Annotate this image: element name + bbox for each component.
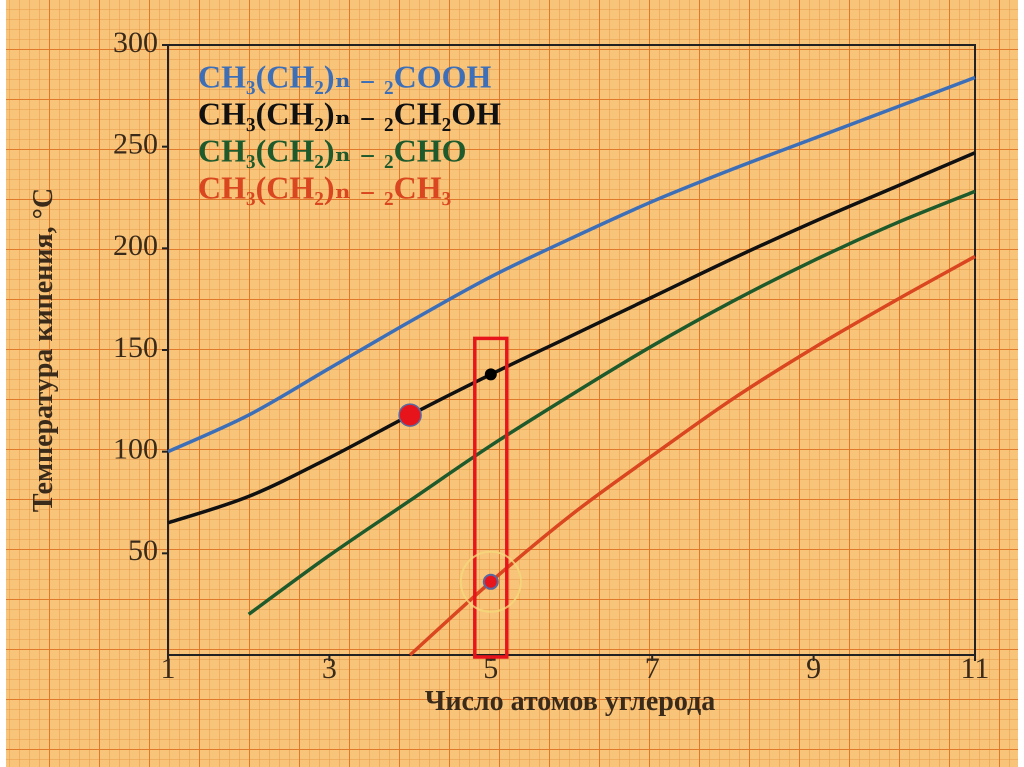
highlight-halo xyxy=(459,550,522,613)
y-axis-title: Температура кипения, °С xyxy=(28,188,59,512)
series-line xyxy=(167,75,976,454)
x-axis-title: Число атомов углерода xyxy=(425,686,715,717)
legend-entry: CH₃(CH₂)ₙ ₋ ₂CHO xyxy=(198,132,466,168)
x-tick-label: 7 xyxy=(645,652,660,685)
x-tick-label: 5 xyxy=(483,652,498,685)
highlight-box xyxy=(473,336,509,659)
y-tick-label: 150 xyxy=(113,331,158,364)
y-tick-label: 250 xyxy=(113,128,158,161)
series-line xyxy=(247,189,976,616)
legend-entry: CH₃(CH₂)ₙ ₋ ₂COOH xyxy=(198,58,491,94)
paper-grid xyxy=(6,0,1018,767)
y-tick-label: 300 xyxy=(113,26,158,59)
x-tick-label: 11 xyxy=(961,652,990,685)
x-tick-label: 1 xyxy=(161,652,176,685)
highlight-point xyxy=(482,573,499,590)
x-tick-label: 9 xyxy=(806,652,821,685)
y-tick-label: 50 xyxy=(128,534,158,567)
legend-entry: CH₃(CH₂)ₙ ₋ ₂CH₃ xyxy=(198,169,451,205)
y-tick-label: 200 xyxy=(113,229,158,262)
legend-entry: CH₃(CH₂)ₙ ₋ ₂CH₂OH xyxy=(198,95,501,131)
highlight-point xyxy=(398,403,422,427)
x-tick-label: 3 xyxy=(322,652,337,685)
highlight-point xyxy=(484,368,497,381)
series-line xyxy=(167,151,976,525)
y-tick-label: 100 xyxy=(113,433,158,466)
